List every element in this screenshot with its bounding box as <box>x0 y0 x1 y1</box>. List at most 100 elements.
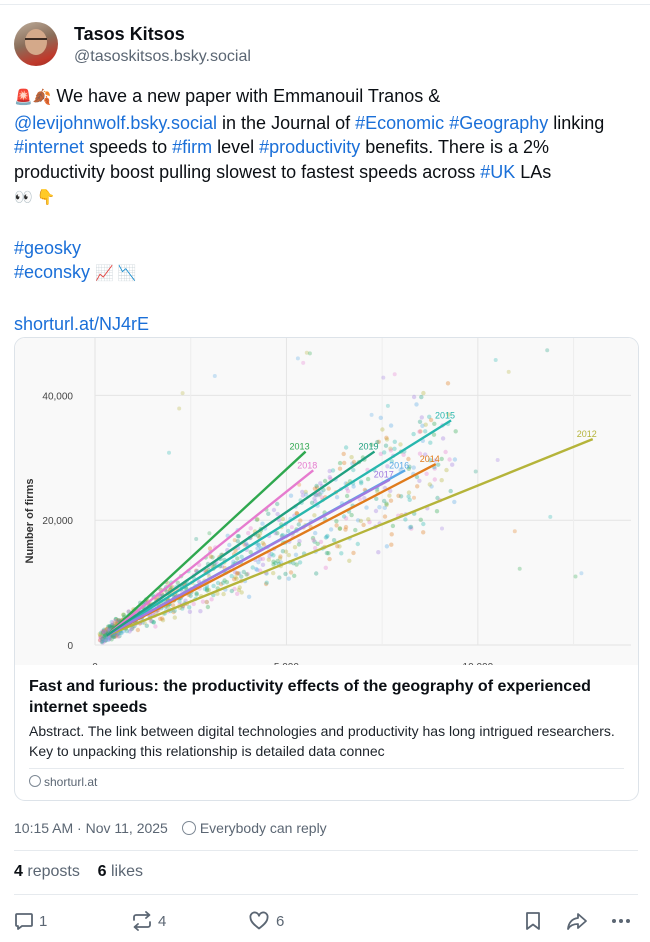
chart-point <box>440 526 444 531</box>
chart-point <box>378 415 383 420</box>
post-text-part: linking <box>553 112 605 133</box>
chart-point <box>359 481 364 486</box>
chart-point <box>257 568 263 573</box>
chart-point <box>187 609 193 614</box>
chart-point <box>289 525 294 530</box>
chart-point <box>322 478 328 484</box>
chart-point <box>311 537 316 543</box>
chart-point <box>428 458 433 463</box>
chart-point <box>121 612 127 618</box>
chart-point <box>234 571 240 576</box>
chart-point <box>324 534 329 540</box>
chart-point <box>104 627 110 632</box>
chart-point <box>351 459 357 465</box>
repost-button[interactable]: 4 <box>130 909 166 933</box>
hashtag-geosky[interactable]: #geosky <box>14 237 82 258</box>
chart-point <box>303 489 308 495</box>
top-divider <box>0 4 650 5</box>
hashtag-productivity[interactable]: #productivity <box>259 137 361 157</box>
chart-point <box>312 486 318 491</box>
chart-point <box>111 634 116 639</box>
chart-x-tick-label: 5,000 <box>274 662 299 665</box>
chart-point <box>337 460 343 466</box>
bookmark-button[interactable] <box>523 909 543 933</box>
chart-point <box>506 369 511 374</box>
more-options-button[interactable] <box>609 909 633 933</box>
author-handle[interactable]: @tasoskitsos.bsky.social <box>74 48 251 65</box>
chart-point <box>326 551 331 556</box>
post-text-part: LAs <box>515 161 552 182</box>
chart-point <box>337 466 343 471</box>
author-name[interactable]: Tasos Kitsos <box>74 24 185 44</box>
chart-point <box>432 466 437 471</box>
chart-point <box>388 446 393 451</box>
chart-point <box>103 630 108 635</box>
chart-point <box>327 468 332 474</box>
chart-point <box>319 490 324 495</box>
hashtag-econsky[interactable]: #econsky <box>14 262 91 282</box>
chart-point <box>108 625 113 630</box>
chart-point <box>260 562 266 567</box>
divider <box>14 850 638 851</box>
chart-point <box>407 525 413 530</box>
chart-point <box>407 464 412 469</box>
post-meta: 10:15 AM · Nov 11, 2025 Everybody can rep… <box>14 820 327 836</box>
post-text-part: in the Journal of <box>217 112 356 133</box>
chart-point <box>421 521 426 527</box>
hashtag-internet[interactable]: #internet <box>14 137 85 157</box>
chart-point <box>315 493 320 498</box>
chart-point <box>447 457 452 462</box>
chart-point <box>453 429 458 434</box>
share-button[interactable] <box>565 909 589 933</box>
chart-point <box>380 427 385 432</box>
hashtag-geography[interactable]: #Geography <box>449 112 549 133</box>
chart-point <box>101 627 107 632</box>
chart-point <box>314 483 319 489</box>
avatar[interactable] <box>14 22 58 66</box>
chart-point <box>227 542 232 548</box>
chart-point <box>369 442 374 447</box>
hashtag-uk[interactable]: #UK <box>480 161 516 182</box>
chart-point <box>296 542 302 547</box>
chart-point <box>248 526 253 531</box>
hashtag-firm[interactable]: #firm <box>172 137 213 157</box>
post-url-link[interactable]: shorturl.at/NJ4rE <box>14 313 150 334</box>
chart-point <box>324 550 330 556</box>
chart-point <box>239 574 244 579</box>
chart-point <box>343 445 349 450</box>
chart-point <box>280 549 286 554</box>
chart-point <box>194 591 199 596</box>
mention-link[interactable]: @levijohnwolf.bsky.social <box>14 112 218 133</box>
likes-count[interactable]: 6 <box>97 863 107 880</box>
chart-point <box>200 599 206 604</box>
chart-point <box>105 626 111 632</box>
chart-point <box>109 637 114 642</box>
likes-label[interactable]: likes <box>110 863 143 880</box>
chart-grid: 0 20,000 40,000 0 5,000 10,000 <box>42 338 631 665</box>
chart-point <box>222 578 227 583</box>
like-button[interactable]: 6 <box>248 909 284 933</box>
chart-point <box>103 637 109 643</box>
chart-point <box>411 431 416 437</box>
reposts-label[interactable]: reposts <box>27 863 80 880</box>
chart-point <box>232 577 237 582</box>
chart-point <box>149 619 154 624</box>
chart-point <box>323 535 329 540</box>
reposts-count[interactable]: 4 <box>14 863 23 880</box>
chart-point <box>207 531 212 536</box>
chart-point <box>376 439 381 444</box>
chart-series-line <box>105 419 452 637</box>
chart-point <box>273 560 278 566</box>
chart-point <box>108 625 113 630</box>
reply-button[interactable]: 1 <box>13 909 47 933</box>
chart-point <box>187 605 192 610</box>
hashtag-economic[interactable]: #Economic <box>355 112 445 133</box>
chart-point <box>97 637 103 643</box>
chart-series-label: 2013 <box>290 442 310 452</box>
chart-point <box>113 634 119 639</box>
chart-point <box>170 603 176 608</box>
chart-point <box>106 637 111 642</box>
chart-point <box>328 527 334 532</box>
